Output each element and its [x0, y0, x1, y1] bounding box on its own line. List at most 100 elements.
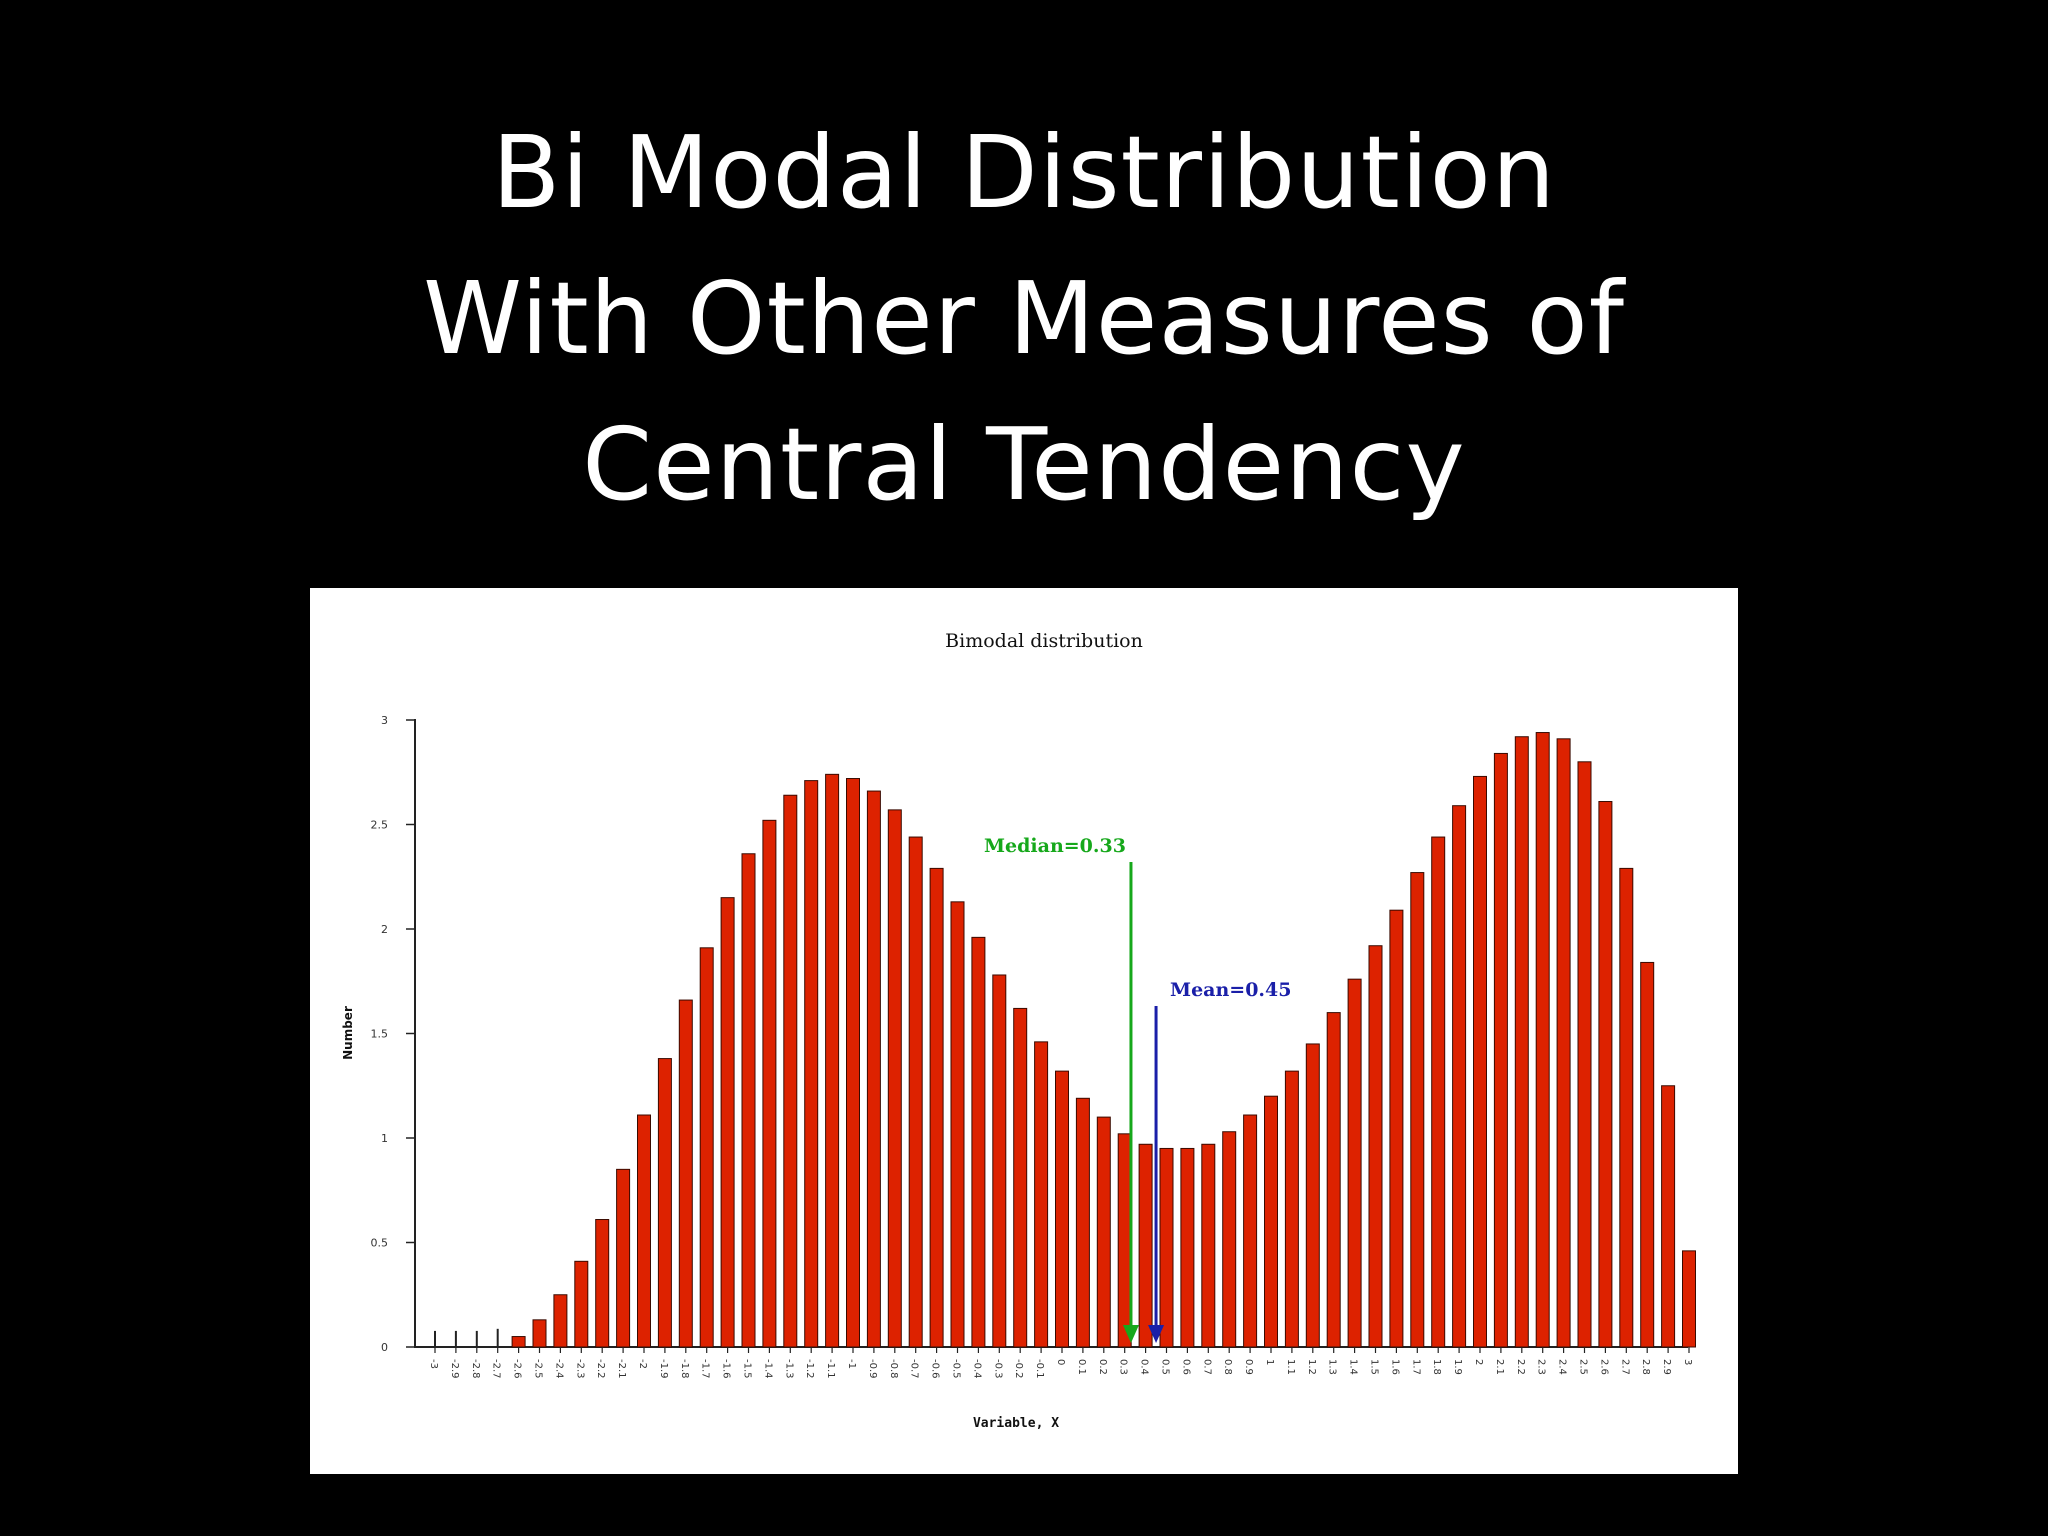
x-tick-label: -0.2 [1013, 1359, 1024, 1379]
x-tick-label: -2.5 [533, 1359, 544, 1379]
x-tick-label: 2.5 [1578, 1359, 1589, 1375]
bar [595, 1219, 610, 1348]
bar [783, 794, 798, 1348]
x-tick-label: -0.7 [909, 1359, 920, 1379]
x-tick-label: 0.7 [1201, 1359, 1212, 1375]
slide-title-line-2: With Other Measures of [423, 260, 1625, 377]
bar [1640, 961, 1655, 1348]
bar [1075, 1097, 1090, 1348]
x-tick-label: 2.6 [1598, 1359, 1609, 1375]
bar [1368, 945, 1383, 1348]
x-tick-label: -0.9 [867, 1359, 878, 1379]
bar [1493, 752, 1508, 1348]
bar [929, 867, 944, 1348]
x-tick-label: 0.9 [1243, 1359, 1254, 1375]
x-tick-label: 0.3 [1118, 1359, 1129, 1375]
x-tick-label: 2.9 [1661, 1359, 1672, 1375]
x-tick-label: -1 [846, 1359, 857, 1369]
x-tick-label: 0 [1055, 1359, 1066, 1365]
bar [1682, 1250, 1696, 1348]
chart-panel: Bimodal distribution Number Variable, X … [310, 588, 1738, 1474]
bar [720, 897, 735, 1348]
x-tick-label: 2.4 [1557, 1359, 1568, 1375]
x-tick-label: 0.8 [1222, 1359, 1233, 1375]
bar [657, 1058, 672, 1348]
x-tick-label: -0.3 [992, 1359, 1003, 1379]
x-tick-label: -1.4 [762, 1359, 773, 1379]
bar [992, 974, 1007, 1348]
bar [637, 1114, 651, 1348]
x-tick-label: -1.3 [783, 1359, 794, 1379]
bar [574, 1260, 589, 1348]
x-tick-label: 1.3 [1327, 1359, 1338, 1375]
y-tick-label: 0.5 [371, 1237, 389, 1250]
x-tick-label: -3 [428, 1359, 439, 1369]
x-tick-label: 2.1 [1494, 1359, 1505, 1375]
bar [887, 809, 902, 1348]
x-tick-label: -0.5 [951, 1359, 962, 1379]
x-tick-label: 0.4 [1139, 1359, 1150, 1375]
marker-label: Median=0.33 [984, 835, 1126, 857]
x-tick-label: -0.6 [930, 1359, 941, 1379]
x-tick-label: -2.4 [553, 1359, 564, 1379]
x-tick-label: -2.3 [574, 1359, 585, 1379]
x-tick-label: -2.8 [470, 1359, 481, 1379]
bar [1055, 1070, 1069, 1348]
x-tick-label: -2.1 [616, 1359, 627, 1379]
x-tick-label: -2 [637, 1359, 648, 1369]
x-axis-ticks: -3 -2.9 -2.8 -2.7 -2.6 -2.5 -2.4 -2.3 -2.2 -2.1 -2… [428, 1347, 1693, 1379]
bar [1661, 1085, 1676, 1348]
bar [1619, 867, 1634, 1348]
x-tick-label: -2.2 [595, 1359, 606, 1379]
bar [553, 1294, 568, 1348]
x-tick-label: 0.1 [1076, 1359, 1087, 1375]
y-tick-label: 3 [381, 714, 388, 727]
bars [434, 732, 1696, 1348]
x-tick-label: 1.1 [1285, 1359, 1296, 1375]
x-tick-label: -1.7 [700, 1359, 711, 1379]
bar [1138, 1143, 1153, 1348]
x-tick-label: 2.3 [1536, 1359, 1547, 1375]
bar [1326, 1012, 1341, 1348]
bar [971, 936, 986, 1348]
bar [1034, 1041, 1049, 1348]
bar [1117, 1133, 1132, 1348]
x-tick-label: -1.6 [721, 1359, 732, 1379]
y-axis-label: Number [341, 1006, 355, 1060]
x-tick-label: 1.7 [1410, 1359, 1421, 1375]
x-tick-label: 2.8 [1640, 1359, 1651, 1375]
x-tick-label: -1.1 [825, 1359, 836, 1379]
bar [1201, 1143, 1216, 1348]
x-tick-label: -1.5 [742, 1359, 753, 1379]
bar [1159, 1147, 1174, 1348]
y-axis-ticks: 0 0.5 1 1.5 2 2.5 3 [371, 714, 415, 1354]
bar [1347, 978, 1362, 1348]
x-tick-label: -2.7 [491, 1359, 502, 1379]
x-tick-label: -0.4 [971, 1359, 982, 1379]
bar [1180, 1147, 1195, 1348]
x-tick-label: -2.6 [512, 1359, 523, 1379]
x-tick-label: -1.9 [658, 1359, 669, 1379]
bar [825, 773, 840, 1348]
x-tick-label: -0.1 [1034, 1359, 1045, 1379]
x-axis-label: Variable, X [973, 1416, 1059, 1431]
slide-title-line-3: Central Tendency [582, 406, 1466, 523]
x-tick-label: -0.8 [888, 1359, 899, 1379]
chart-title: Bimodal distribution [945, 630, 1143, 652]
y-tick-label: 1.5 [371, 1028, 389, 1041]
x-tick-label: 2 [1473, 1359, 1484, 1365]
marker-arrow-head [1122, 1325, 1139, 1343]
bar [846, 778, 860, 1348]
bar [1598, 801, 1613, 1348]
bar [1556, 738, 1571, 1348]
bar [1243, 1114, 1258, 1348]
bar [1431, 836, 1446, 1348]
x-tick-label: 0.2 [1097, 1359, 1108, 1375]
slide-title-line-1: Bi Modal Distribution [491, 114, 1557, 231]
bar [762, 819, 777, 1348]
y-tick-label: 2 [381, 923, 388, 936]
bar [1577, 761, 1592, 1348]
marker-label: Mean=0.45 [1170, 979, 1291, 1001]
x-tick-label: 0.6 [1180, 1359, 1191, 1375]
bar [1013, 1007, 1028, 1348]
